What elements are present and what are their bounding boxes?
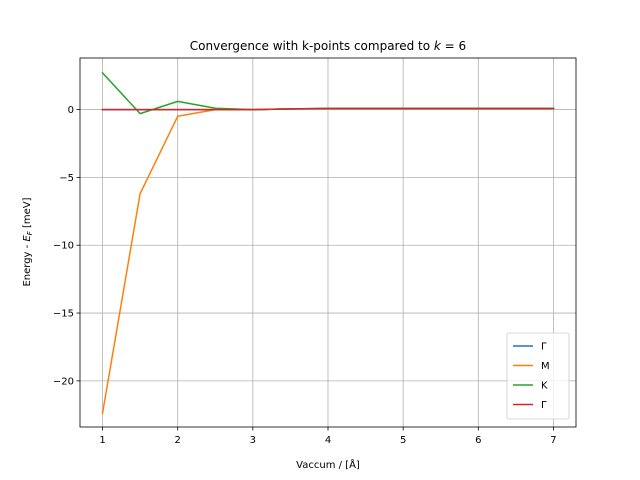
legend-label-2: M (541, 361, 550, 372)
y-tick-label: 0 (68, 105, 74, 116)
grid-lines (80, 58, 576, 427)
x-axis-ticks: 1 2 3 4 5 6 7 (99, 427, 557, 446)
x-axis-label: Vaccum / [Å] (296, 458, 360, 471)
x-tick-label: 7 (550, 435, 556, 446)
series-lines (101, 71, 555, 415)
y-tick-label: −10 (53, 241, 74, 252)
legend-label-1: Γ (541, 342, 547, 353)
x-tick-label: 1 (99, 435, 105, 446)
y-tick-label: −20 (53, 376, 74, 387)
legend-label-3: K (541, 381, 548, 392)
series-line-4 (101, 107, 555, 111)
y-tick-label: −5 (59, 173, 74, 184)
x-tick-label: 4 (325, 435, 331, 446)
y-tick-label: −15 (53, 309, 74, 320)
x-tick-label: 6 (475, 435, 481, 446)
x-tick-label: 2 (175, 435, 181, 446)
legend-label-4: Γ (541, 400, 547, 411)
x-tick-label: 5 (400, 435, 406, 446)
x-tick-label: 3 (250, 435, 256, 446)
y-axis-ticks: −20 −15 −10 −5 0 (53, 105, 80, 387)
chart-title: Convergence with k-points compared to k … (190, 39, 466, 53)
y-axis-label: Energy - EF [meV] (22, 197, 34, 286)
legend-box (506, 332, 570, 420)
